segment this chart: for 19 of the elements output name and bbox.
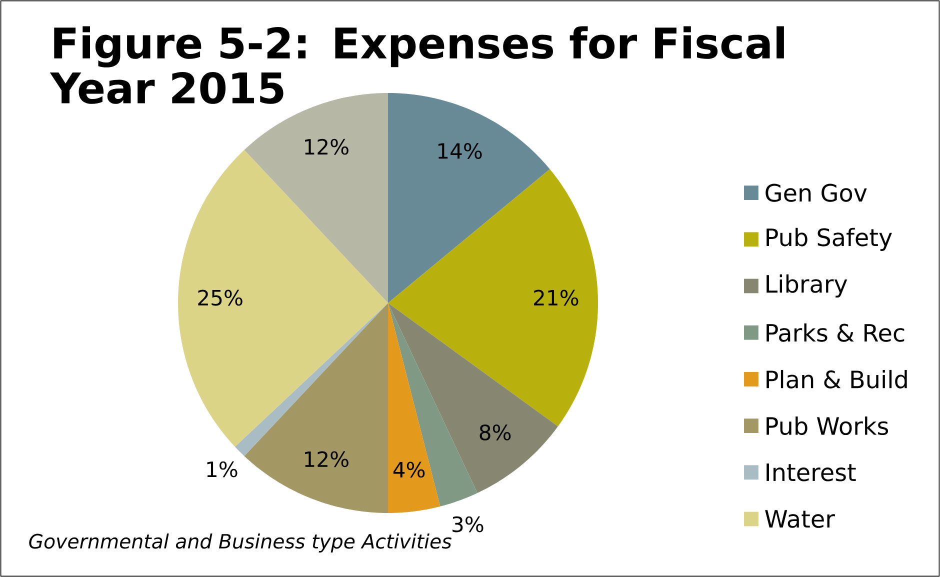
- legend-label: Parks & Rec: [766, 323, 904, 342]
- data-label: 3%: [452, 516, 484, 532]
- chart-title: Figure 5-2: Expenses for Fiscal Year 2015: [50, 26, 784, 104]
- legend-label: Plan & Build: [766, 370, 907, 388]
- data-label: 1%: [207, 461, 238, 478]
- legend-label: Water: [765, 510, 835, 528]
- legend-label: Library: [766, 274, 848, 298]
- data-label: 12%: [305, 138, 348, 155]
- data-label: 21%: [534, 290, 578, 306]
- legend-label: Pub Works: [766, 416, 888, 436]
- data-label: 12%: [305, 451, 348, 468]
- legend-label: Gen Gov: [766, 184, 867, 202]
- legend-label: Pub Safety: [766, 228, 892, 251]
- text: Governmental and Business type Activities: [29, 533, 452, 553]
- data-label: 8%: [480, 424, 511, 440]
- legend-label: Interest: [766, 464, 856, 482]
- data-label: 14%: [438, 143, 482, 159]
- data-label: 4%: [393, 462, 425, 478]
- data-label: 25%: [198, 290, 242, 306]
